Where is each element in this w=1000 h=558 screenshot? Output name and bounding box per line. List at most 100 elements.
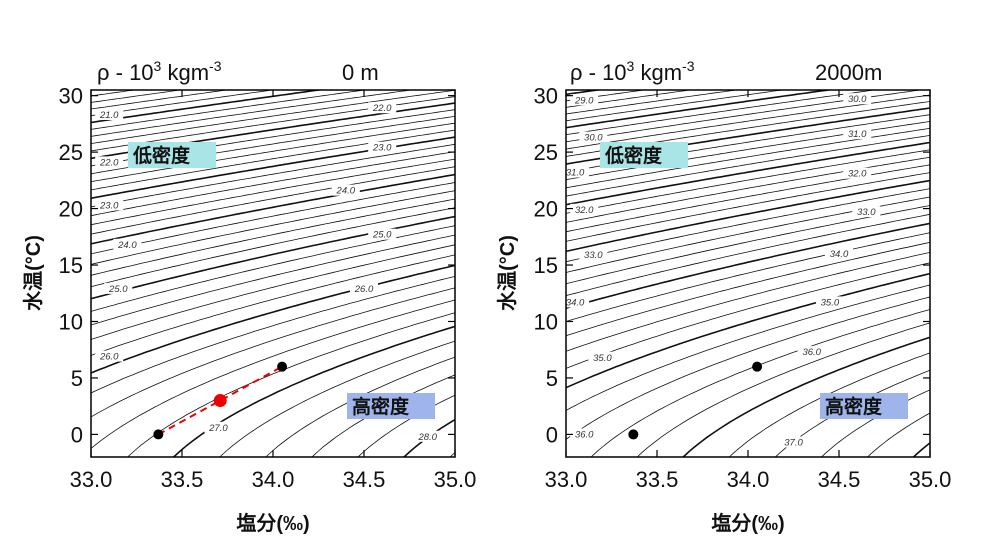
- isopycnal-label-bg: [331, 184, 360, 196]
- isopycnal-label: 25.0: [372, 230, 392, 241]
- isopycnal-line: [91, 56, 114, 59]
- low-density-label: 低密度: [604, 144, 663, 167]
- y-tick-label: 0: [546, 422, 558, 447]
- isopycnal-line: [566, 90, 693, 108]
- isopycnal-line: [91, 122, 455, 183]
- isopycnal-line: [566, 141, 930, 206]
- isopycnal-line: [912, 442, 930, 457]
- isopycnal-label: 30.0: [584, 133, 603, 144]
- isopycnal-label: 26.0: [354, 284, 374, 295]
- isopycnal-label: 31.0: [848, 129, 867, 140]
- isopycnal-label: 34.0: [830, 249, 849, 260]
- panel-header-density: ρ - 103 kgm-3: [97, 58, 222, 85]
- isopycnal-label-bg: [588, 351, 617, 363]
- isopycnal-line: [91, 90, 455, 144]
- isopycnal-label-bg: [843, 167, 872, 179]
- isopycnal-line: [566, 90, 647, 102]
- isopycnal-line: [91, 151, 455, 217]
- isopycnal-label: 29.0: [574, 95, 594, 106]
- isopycnal-line: [728, 352, 930, 457]
- low-density-highlight: [128, 142, 216, 168]
- y-tick-label: 15: [59, 253, 83, 278]
- x-tick-label: 35.0: [434, 467, 477, 492]
- isopycnal-label-bg: [561, 166, 590, 178]
- isopycnal-line: [566, 149, 930, 214]
- low-density-box: 低密度: [128, 142, 216, 168]
- isopycnal-line: [91, 215, 455, 300]
- x-tick-label: 34.5: [818, 467, 861, 492]
- isopycnal-line: [91, 198, 455, 276]
- isopycnal-label: 23.0: [372, 143, 392, 154]
- isopycnal-line: [566, 213, 930, 296]
- isopycnal-label: 28.0: [417, 432, 437, 443]
- y-tick-label: 30: [534, 84, 558, 109]
- isopycnal-line: [590, 309, 930, 457]
- isopycnal-label: 25.0: [108, 284, 128, 295]
- isopycnal-label-bg: [113, 238, 142, 250]
- panel-surface: 21.0 22.0 23.0 24.0 25.0 26.0 22.0 23.0 24.0 25.0…: [21, 56, 477, 535]
- isopycnal-lines: [91, 56, 455, 457]
- isopycnal-line: [91, 182, 455, 255]
- y-axis-label: 水温(°C): [495, 235, 519, 311]
- isopycnal-lines: [566, 90, 930, 457]
- isopycnal-line: [91, 90, 184, 103]
- isopycnal-line: [566, 179, 930, 253]
- y-tick-label: 30: [59, 84, 83, 109]
- isopycnal-label-bg: [852, 206, 881, 218]
- isopycnal-label: 37.0: [784, 437, 803, 448]
- isopycnal-label-bg: [843, 93, 872, 105]
- isopycnal-line: [566, 90, 739, 115]
- data-series: [628, 361, 763, 440]
- isopycnal-label-bg: [368, 228, 397, 240]
- low-density-box: 低密度: [600, 142, 688, 168]
- y-tick-label: 10: [534, 309, 558, 334]
- low-density-highlight: [600, 142, 688, 168]
- high-density-box: 高密度: [347, 393, 435, 419]
- isopycnal-line: [91, 90, 230, 110]
- isopycnal-label: 24.0: [117, 240, 137, 251]
- isopycnal-line: [91, 244, 455, 340]
- isopycnal-label-bg: [104, 282, 133, 294]
- y-tick-label: 25: [534, 140, 558, 165]
- x-axis-label: 塩分(‰): [236, 511, 309, 535]
- isopycnal-label-bg: [95, 350, 124, 362]
- x-tick-label: 33.0: [545, 467, 588, 492]
- isopycnal-label: 31.0: [566, 168, 585, 179]
- isopycnal-line: [820, 389, 930, 457]
- isopycnal-label-bg: [570, 428, 599, 440]
- isopycnal-line: [91, 90, 276, 117]
- isopycnal-label: 32.0: [848, 169, 867, 180]
- isopycnal-line: [172, 325, 455, 457]
- x-tick-label: 34.0: [727, 467, 770, 492]
- isopycnal-line: [91, 299, 455, 449]
- x-axis-label: 塩分(‰): [711, 511, 784, 535]
- high-density-box: 高密度: [820, 393, 908, 419]
- x-tick-label: 33.5: [636, 467, 679, 492]
- isopycnal-label: 23.0: [99, 200, 119, 211]
- isopycnal-line: [566, 252, 930, 352]
- isopycnal-line: [566, 222, 930, 309]
- isopycnal-label: 33.0: [857, 207, 876, 218]
- isopycnal-label: 32.0: [575, 205, 594, 216]
- isopycnal-line: [566, 242, 930, 337]
- isopycnal-labels: 29.0 30.0 31.0 32.0 33.0 34.0 35.0 36.0 30.0 31.0…: [561, 93, 881, 448]
- water-mass-point: [628, 429, 639, 440]
- isopycnal-line: [91, 129, 455, 191]
- panel-2000m: 29.0 30.0 31.0 32.0 33.0 34.0 35.0 36.0 30.0 31.0…: [495, 58, 951, 535]
- y-tick-label: 5: [546, 366, 558, 391]
- x-tick-label: 34.0: [252, 467, 295, 492]
- data-series: [153, 361, 288, 440]
- isopycnal-label-bg: [368, 102, 397, 114]
- water-mass-point: [153, 429, 164, 440]
- isopycnal-label-bg: [368, 141, 397, 153]
- high-density-label: 高密度: [825, 395, 883, 418]
- y-tick-label: 25: [59, 140, 83, 165]
- isopycnal-line: [91, 207, 455, 288]
- isopycnal-label-bg: [95, 156, 124, 168]
- water-mass-point: [752, 361, 763, 372]
- isopycnal-label-bg: [570, 203, 599, 215]
- isopycnal-line: [91, 166, 455, 235]
- low-density-label: 低密度: [132, 144, 191, 167]
- isopycnal-line: [566, 172, 930, 242]
